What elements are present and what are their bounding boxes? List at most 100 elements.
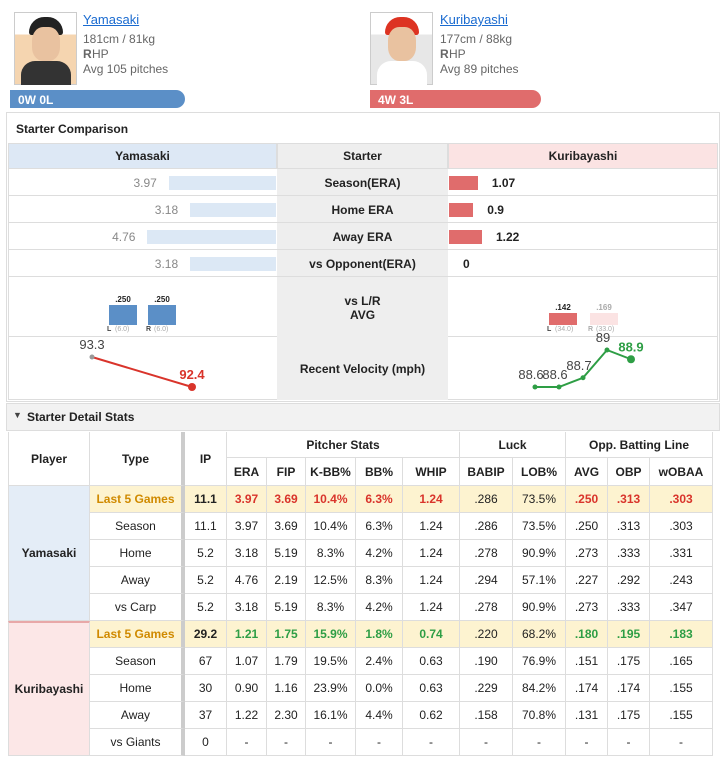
type-cell: vs Giants [90, 729, 185, 756]
stat-cell: 4.2% [356, 540, 403, 567]
stat-cell: .158 [460, 702, 513, 729]
vel-label-bg [277, 337, 448, 400]
stat-cell: 3.18 [227, 594, 267, 621]
ip-cell: 5.2 [185, 540, 227, 567]
stat-cell: 4.4% [356, 702, 403, 729]
stat-cell: 4.2% [356, 594, 403, 621]
stat-cell: .313 [608, 486, 650, 513]
left-value: 3.18 [154, 203, 179, 217]
comparison-header: Kuribayashi [448, 143, 718, 169]
stat-cell: .180 [566, 621, 608, 648]
stat-cell: 1.24 [403, 513, 460, 540]
stat-cell: 1.24 [403, 540, 460, 567]
stat-cell: - [608, 729, 650, 756]
left-value: 3.97 [133, 176, 157, 190]
stat-cell: .250 [566, 486, 608, 513]
stat-cell: .195 [608, 621, 650, 648]
pitcher-name[interactable]: Kuribayashi [440, 12, 508, 27]
stat-cell: 76.9% [513, 648, 566, 675]
stat-cell: .278 [460, 594, 513, 621]
stat-cell: 73.5% [513, 486, 566, 513]
lr-n: (34.0) [555, 326, 574, 333]
stat-cell: - [306, 729, 356, 756]
stat-cell: 90.9% [513, 594, 566, 621]
stat-cell: .278 [460, 540, 513, 567]
stat-cell: 12.5% [306, 567, 356, 594]
stat-cell: 5.19 [267, 594, 306, 621]
stat-cell: .333 [608, 594, 650, 621]
comparison-header: Yamasaki [8, 143, 277, 169]
right-value: 0 [463, 257, 470, 271]
ip-cell: 5.2 [185, 594, 227, 621]
stat-cell: 2.19 [267, 567, 306, 594]
stat-cell: 70.8% [513, 702, 566, 729]
pitcher-body: 181cm / 81kg [83, 32, 156, 46]
stat-cell: .174 [608, 675, 650, 702]
section-title: Starter Comparison [16, 122, 129, 136]
lr-avg: .169 [596, 303, 612, 312]
vel-label: Recent Velocity (mph) [299, 361, 426, 376]
stat-cell: - [460, 729, 513, 756]
right-value: 1.07 [491, 176, 516, 190]
stat-cell: 68.2% [513, 621, 566, 648]
pitcher-name[interactable]: Yamasaki [83, 12, 140, 27]
pitcher-hand: R [440, 47, 449, 61]
stat-cell: 84.2% [513, 675, 566, 702]
type-cell: Home [90, 540, 185, 567]
right-bar [449, 230, 482, 244]
stat-cell: .155 [650, 675, 713, 702]
stat-cell: - [403, 729, 460, 756]
stat-cell: .220 [460, 621, 513, 648]
ip-cell: 29.2 [185, 621, 227, 648]
lr-bar [148, 305, 176, 325]
lr-side: L [547, 326, 552, 333]
stat-cell: 16.1% [306, 702, 356, 729]
stat-cell: 6.3% [356, 486, 403, 513]
ip-cell: 30 [185, 675, 227, 702]
stat-cell: 1.24 [403, 594, 460, 621]
ip-cell: 5.2 [185, 567, 227, 594]
stat-cell: 1.75 [267, 621, 306, 648]
stat-cell: - [267, 729, 306, 756]
th: Type [90, 432, 185, 486]
row-label: Away ERA [332, 229, 393, 244]
stat-cell: .333 [608, 540, 650, 567]
stat-cell: 0.90 [227, 675, 267, 702]
stat-cell: .229 [460, 675, 513, 702]
th-group: Opp. Batting Line [566, 432, 713, 458]
lr-n: (6.0) [154, 326, 169, 333]
th-col: wOBAA [650, 458, 713, 486]
type-cell: Last 5 Games [90, 486, 185, 513]
stat-cell: .347 [650, 594, 713, 621]
th-col: FIP [267, 458, 306, 486]
stat-cell: 0.62 [403, 702, 460, 729]
stat-cell: .286 [460, 513, 513, 540]
th: IP [185, 432, 227, 486]
stat-cell: 15.9% [306, 621, 356, 648]
stat-cell: 0.63 [403, 648, 460, 675]
th-group: Luck [460, 432, 566, 458]
stat-cell: 8.3% [356, 567, 403, 594]
stat-cell: 2.4% [356, 648, 403, 675]
stat-cell: - [650, 729, 713, 756]
pitcher-body: 177cm / 88kg [440, 32, 513, 46]
stat-cell: 2.30 [267, 702, 306, 729]
type-cell: Season [90, 648, 185, 675]
stat-cell: 3.69 [267, 513, 306, 540]
player-cell: Kuribayashi [8, 621, 90, 756]
stat-cell: 10.4% [306, 513, 356, 540]
ip-cell: 37 [185, 702, 227, 729]
ip-cell: 11.1 [185, 486, 227, 513]
lr-n: (33.0) [596, 326, 615, 333]
stat-cell: 23.9% [306, 675, 356, 702]
photo [370, 12, 433, 85]
left-bar [147, 230, 276, 244]
right-value: 0.9 [487, 203, 504, 217]
stat-cell: .175 [608, 648, 650, 675]
type-cell: Away [90, 702, 185, 729]
ip-cell: 67 [185, 648, 227, 675]
type-cell: vs Carp [90, 594, 185, 621]
stat-cell: 0.63 [403, 675, 460, 702]
stat-cell: 0.74 [403, 621, 460, 648]
photo [14, 12, 77, 85]
